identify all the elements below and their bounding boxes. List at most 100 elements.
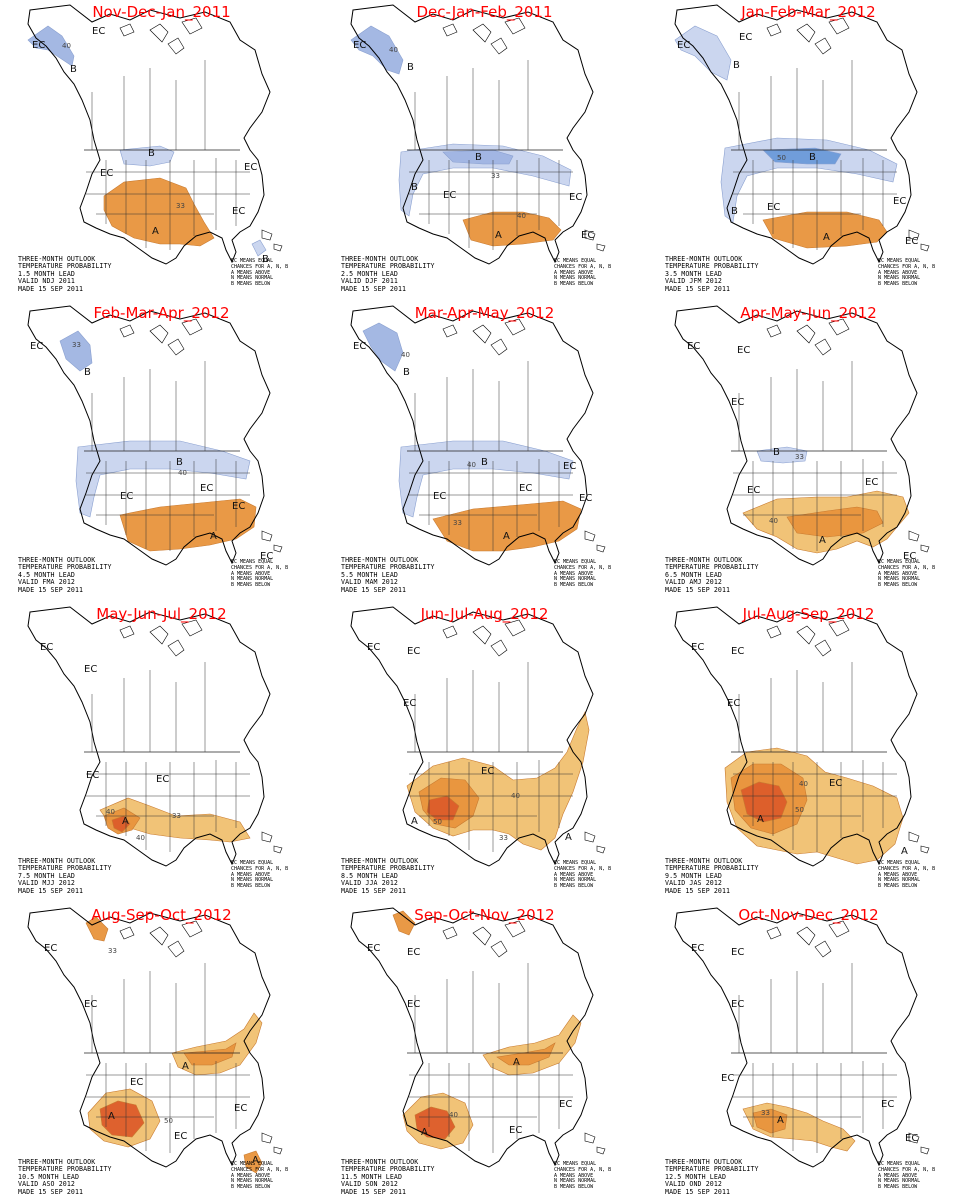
legend-line: A MEANS ABOVE: [554, 871, 594, 878]
legend-line: A MEANS ABOVE: [231, 871, 271, 878]
ec-label: EC: [156, 774, 169, 785]
outlook-info: THREE-MONTH OUTLOOK TEMPERATURE PROBABILI…: [665, 556, 759, 594]
contour-label: 40: [136, 834, 145, 842]
category-label: A: [513, 1057, 520, 1068]
category-label: A: [777, 1115, 784, 1126]
outlook-info: THREE-MONTH OUTLOOK TEMPERATURE PROBABILI…: [341, 556, 435, 594]
outlook-panel: EC EC B B 50 B EC A EC EC Jan-Feb-Mar_2012 THREE-MO…: [647, 0, 970, 300]
info-line: THREE-MONTH OUTLOOK: [665, 255, 743, 263]
legend-line: B MEANS BELOW: [878, 1184, 918, 1191]
ec-label: EC: [727, 698, 740, 709]
contour-label: 40: [62, 42, 71, 50]
contour-label: 33: [453, 519, 462, 527]
contour-label: 50: [777, 154, 786, 162]
outlook-info: THREE-MONTH OUTLOOK TEMPERATURE PROBABILI…: [341, 255, 435, 293]
info-line: MADE 15 SEP 2011: [341, 585, 407, 594]
contour-label: 33: [761, 1109, 770, 1117]
legend-line: B MEANS BELOW: [231, 582, 271, 589]
info-line: THREE-MONTH OUTLOOK: [341, 857, 419, 865]
ec-label: EC: [353, 341, 366, 352]
ec-label: EC: [691, 642, 704, 653]
info-line: MADE 15 SEP 2011: [665, 585, 731, 594]
legend-line: B MEANS BELOW: [554, 1184, 594, 1191]
legend-line: A MEANS ABOVE: [878, 570, 918, 577]
ec-label: EC: [731, 999, 744, 1010]
below-normal-region: [27, 25, 75, 67]
info-line: THREE-MONTH OUTLOOK: [665, 556, 743, 564]
below-normal-region: [350, 25, 404, 75]
legend-line: N MEANS NORMAL: [554, 877, 597, 884]
info-line: 10.5 MONTH LEAD: [18, 1172, 80, 1181]
outlook-panel: EC 40 B B 33 B EC A 40 EC EC Dec-Jan-Feb_2011 THREE-…: [323, 0, 646, 300]
legend-line: EC MEANS EQUAL: [878, 1161, 921, 1167]
ec-label: EC: [687, 341, 700, 352]
above-normal-region: [462, 211, 562, 247]
map-outline: [674, 907, 930, 1168]
north-america-map: EC EC EC EC A 33 EC EC: [674, 907, 930, 1168]
legend-line: A MEANS ABOVE: [554, 269, 594, 276]
ec-label: EC: [767, 202, 780, 213]
ec-label: EC: [174, 1131, 187, 1142]
info-line: THREE-MONTH OUTLOOK: [18, 255, 96, 263]
category-label: A: [823, 232, 830, 243]
above-normal-region: [392, 910, 416, 936]
category-label: B: [481, 457, 488, 468]
contour-label: 33: [176, 202, 185, 210]
info-line: THREE-MONTH OUTLOOK: [341, 556, 419, 564]
info-line: MADE 15 SEP 2011: [18, 284, 84, 293]
ec-label: EC: [353, 40, 366, 51]
legend-line: B MEANS BELOW: [554, 883, 594, 890]
info-line: MADE 15 SEP 2011: [341, 284, 407, 293]
panel-title: Oct-Nov-Dec_2012: [738, 906, 879, 924]
panel-title: Jun-Jul-Aug_2012: [420, 605, 549, 623]
contour-label: 40: [389, 46, 398, 54]
below-normal-region: [674, 25, 732, 81]
ec-label: EC: [92, 26, 105, 37]
legend-line: CHANCES FOR A, N, B: [554, 1166, 612, 1173]
legend-line: N MEANS NORMAL: [554, 576, 597, 583]
legend-line: A MEANS ABOVE: [878, 871, 918, 878]
category-label: B: [403, 367, 410, 378]
category-label: A: [819, 535, 826, 546]
contour-label: 40: [799, 780, 808, 788]
info-line: VALID OND 2012: [665, 1180, 722, 1189]
above-normal-region: [183, 1042, 237, 1066]
info-line: TEMPERATURE PROBABILITY: [341, 563, 435, 572]
ec-label: EC: [407, 947, 420, 958]
legend-line: B MEANS BELOW: [554, 281, 594, 288]
above-normal-region: [482, 1014, 582, 1076]
ec-label: EC: [569, 192, 582, 203]
category-label: B: [70, 64, 77, 75]
info-line: TEMPERATURE PROBABILITY: [665, 262, 759, 271]
legend-line: B MEANS BELOW: [878, 883, 918, 890]
ec-label: EC: [865, 477, 878, 488]
ec-label: EC: [481, 766, 494, 777]
contour-label: 50: [433, 818, 442, 826]
outlook-panel: EC 33 B B 40 EC EC A EC EC Feb-Mar-Apr_2012 THREE-M…: [0, 301, 323, 601]
category-label: A: [252, 1155, 259, 1166]
legend-line: CHANCES FOR A, N, B: [554, 263, 612, 270]
outlook-info: THREE-MONTH OUTLOOK TEMPERATURE PROBABILI…: [18, 556, 112, 594]
ec-label: EC: [244, 162, 257, 173]
legend-line: N MEANS NORMAL: [231, 1178, 274, 1185]
legend-line: CHANCES FOR A, N, B: [231, 263, 289, 270]
ec-label: EC: [905, 236, 918, 247]
info-line: VALID JFM 2012: [665, 277, 722, 286]
below-normal-region: [119, 145, 175, 167]
info-line: VALID MAM 2012: [341, 578, 398, 587]
ec-label: EC: [903, 551, 916, 562]
category-label: A: [565, 832, 572, 843]
info-line: VALID AMJ 2012: [665, 578, 722, 587]
contour-label: 40: [517, 212, 526, 220]
legend-line: EC MEANS EQUAL: [231, 1161, 274, 1167]
legend-line: EC MEANS EQUAL: [554, 1161, 597, 1167]
category-label: A: [757, 814, 764, 825]
ec-label: EC: [433, 491, 446, 502]
map-outline: [350, 305, 606, 566]
legend-line: CHANCES FOR A, N, B: [554, 865, 612, 872]
above-normal-region: [99, 1100, 145, 1138]
info-line: 3.5 MONTH LEAD: [665, 269, 722, 278]
